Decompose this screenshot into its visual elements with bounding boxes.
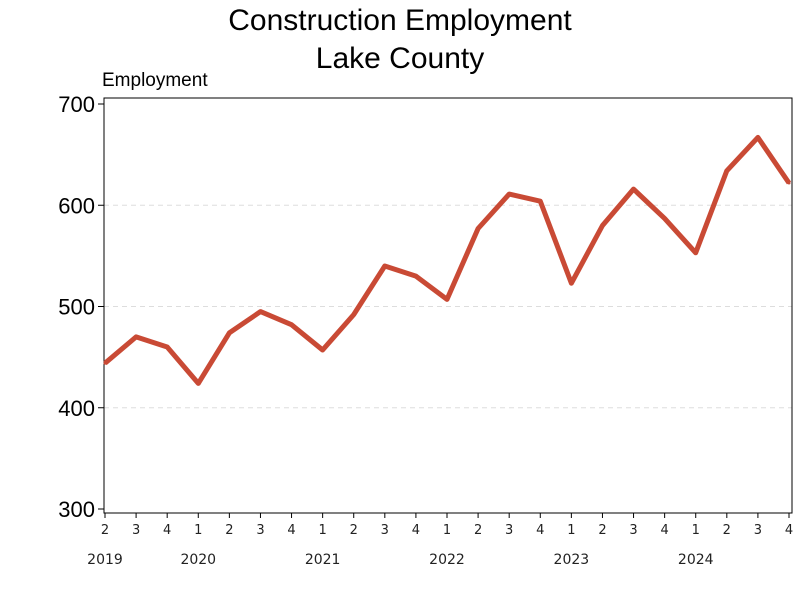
x-tick-label: 1 [443, 523, 451, 538]
data-point [258, 310, 262, 314]
x-tick-label: 3 [132, 523, 140, 538]
y-tick-label: 400 [58, 396, 95, 421]
x-tick-label: 4 [536, 523, 544, 538]
x-tick-label: 1 [692, 523, 700, 538]
x-tick-label: 2 [225, 523, 233, 538]
x-axis-years: 2019 2020 2021 2022 2023 2024 [87, 552, 713, 568]
x-tick-label: 2 [598, 523, 606, 538]
x-tick-label: 3 [256, 523, 264, 538]
y-axis-label: Employment [102, 70, 208, 91]
x-tick-label: 3 [381, 523, 389, 538]
data-point [414, 274, 418, 278]
year-label: 2019 [87, 552, 123, 568]
data-point [538, 199, 542, 203]
data-point [227, 331, 231, 335]
data-point [569, 281, 573, 285]
data-point [756, 135, 760, 139]
x-tick-label: 1 [318, 523, 326, 538]
year-label: 2024 [678, 552, 714, 568]
x-tick-label: 4 [163, 523, 171, 538]
chart-title: Construction Employment [228, 4, 572, 37]
x-tick-label: 4 [287, 523, 295, 538]
y-tick-label: 300 [58, 497, 95, 522]
data-point [632, 187, 636, 191]
data-point [725, 169, 729, 173]
year-label: 2022 [429, 552, 465, 568]
x-axis-ticks: 2 3 4 1 2 3 4 1 2 3 4 1 2 3 4 1 2 3 4 1 2 3 4 [101, 513, 793, 538]
x-tick-label: 2 [101, 523, 109, 538]
data-point [103, 361, 107, 365]
data-point [165, 345, 169, 349]
series-employment [103, 134, 792, 386]
chart-subtitle: Lake County [316, 42, 484, 75]
data-point [507, 192, 511, 196]
x-tick-label: 3 [629, 523, 637, 538]
x-tick-label: 3 [505, 523, 513, 538]
plot-frame [103, 97, 793, 514]
data-point [383, 264, 387, 268]
x-tick-label: 1 [194, 523, 202, 538]
x-tick-label: 2 [474, 523, 482, 538]
x-tick-label: 4 [785, 523, 793, 538]
x-tick-label: 2 [350, 523, 358, 538]
y-tick-label: 700 [58, 92, 95, 117]
y-axis-ticks: 300 400 500 600 700 [58, 92, 104, 522]
data-point [134, 335, 138, 339]
x-tick-label: 4 [660, 523, 668, 538]
data-point [352, 313, 356, 317]
x-tick-label: 3 [754, 523, 762, 538]
data-point [196, 381, 200, 385]
year-label: 2023 [554, 552, 590, 568]
data-point [321, 348, 325, 352]
x-tick-label: 2 [723, 523, 731, 538]
data-point [663, 216, 667, 220]
data-point [476, 227, 480, 231]
year-label: 2021 [305, 552, 341, 568]
data-point [694, 251, 698, 255]
data-point [787, 181, 791, 185]
y-tick-label: 600 [58, 193, 95, 218]
data-point [445, 297, 449, 301]
x-tick-label: 4 [412, 523, 420, 538]
data-point [600, 224, 604, 227]
gridlines [104, 204, 792, 409]
x-tick-label: 1 [567, 523, 575, 538]
y-tick-label: 500 [58, 295, 95, 320]
series-line [103, 134, 792, 386]
year-label: 2020 [180, 552, 216, 568]
data-point [290, 323, 294, 327]
